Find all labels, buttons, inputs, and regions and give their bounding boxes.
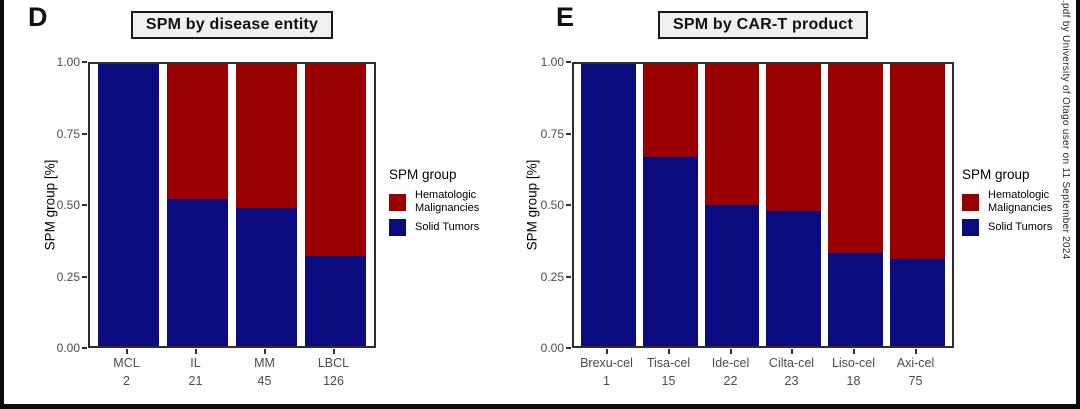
- bar-segment-hematologic-malignancies: [890, 64, 945, 259]
- x-category-label: Axi-cel 75: [896, 356, 935, 388]
- bar-lbcl: [305, 64, 366, 346]
- y-tick-mark: [566, 132, 571, 135]
- y-tick-label: 0.00: [540, 341, 564, 355]
- x-tick-mark: [667, 349, 670, 354]
- x-category-label: Liso-cel 18: [831, 356, 876, 388]
- y-tick-mark: [566, 61, 571, 63]
- bar-segment-solid-tumors: [581, 64, 636, 346]
- legend-label-hematologic-malignancies: Hematologic Malignancies: [988, 189, 1053, 215]
- x-tick-mark: [125, 349, 128, 354]
- legend: SPM group Hematologic Malignancies Solid …: [389, 167, 529, 237]
- panel-letter: E: [556, 2, 575, 32]
- bar-segment-hematologic-malignancies: [167, 64, 228, 200]
- bar-il: [167, 64, 228, 346]
- x-tick-mark: [729, 349, 732, 354]
- panel-title-row: SPM by CAR-T product: [572, 11, 954, 39]
- legend-swatch-hematologic-malignancies: [389, 193, 406, 211]
- panel-e: E SPM by CAR-T product SPM group [%] 0.0…: [4, 0, 1076, 404]
- x-category-label: Tisa-cel 15: [646, 356, 691, 388]
- legend-swatch-solid-tumors: [389, 219, 406, 237]
- bar-cilta-cel: [766, 64, 822, 346]
- x-tick-mark: [914, 349, 917, 354]
- x-category-label: Brexu-cel 1: [580, 356, 633, 388]
- bar-brexu-cel: [581, 64, 636, 346]
- legend-label-solid-tumors: Solid Tumors: [415, 221, 480, 234]
- x-category-label: LBCL 126: [317, 356, 350, 388]
- legend-swatch-solid-tumors: [962, 219, 979, 237]
- panel-title-row: SPM by disease entity: [88, 11, 376, 39]
- x-category-label: IL 21: [188, 356, 203, 388]
- y-tick-mark: [82, 61, 87, 63]
- x-category-label: Ide-cel 22: [711, 356, 750, 388]
- journal-watermark-text: 8.pdf by University of Otago user on 11 …: [1060, 0, 1071, 260]
- y-tick-label: 0.50: [540, 198, 564, 212]
- plot-area: [572, 62, 954, 348]
- bar-segment-solid-tumors: [704, 205, 760, 346]
- panel-title: SPM by disease entity: [130, 11, 334, 39]
- bar-mcl: [98, 64, 159, 346]
- y-tick-mark: [566, 347, 571, 349]
- legend: SPM group Hematologic Malignancies Solid …: [962, 167, 1076, 237]
- x-tick-mark: [605, 349, 608, 354]
- bar-segment-solid-tumors: [236, 207, 297, 346]
- x-tick-mark: [790, 349, 793, 354]
- y-tick-mark: [566, 204, 571, 206]
- x-category-label: MCL 2: [113, 356, 140, 388]
- bar-segment-solid-tumors: [766, 210, 822, 346]
- panel-title: SPM by CAR-T product: [658, 11, 868, 39]
- bar-segment-hematologic-malignancies: [828, 64, 884, 253]
- panel-letter: D: [28, 2, 48, 32]
- y-tick-mark: [566, 275, 571, 278]
- bar-segment-hematologic-malignancies: [305, 64, 366, 256]
- bar-segment-solid-tumors: [98, 64, 159, 346]
- legend-entry-solid-tumors: Solid Tumors: [389, 219, 529, 237]
- y-tick-label: 0.75: [56, 126, 80, 141]
- y-tick-mark: [82, 204, 87, 206]
- y-tick-label: 0.00: [56, 341, 80, 355]
- bar-liso-cel: [828, 64, 884, 346]
- legend-title: SPM group: [389, 167, 457, 182]
- legend-entries: Hematologic Malignancies Solid Tumors: [962, 189, 1076, 237]
- y-tick-label: 0.25: [56, 269, 80, 284]
- y-tick-mark: [82, 275, 87, 278]
- legend-label-hematologic-malignancies: Hematologic Malignancies: [415, 189, 480, 215]
- y-tick-label: 1.00: [540, 55, 564, 69]
- legend-entry-hematologic-malignancies: Hematologic Malignancies: [389, 189, 529, 215]
- bar-tisa-cel: [642, 64, 698, 346]
- x-category-label: MM 45: [254, 356, 275, 388]
- legend-entry-solid-tumors: Solid Tumors: [962, 219, 1076, 237]
- bar-segment-hematologic-malignancies: [704, 64, 760, 205]
- bar-segment-solid-tumors: [828, 252, 884, 346]
- y-tick-mark: [82, 132, 87, 135]
- x-category-label: Cilta-cel 23: [768, 356, 815, 388]
- bar-segment-solid-tumors: [305, 255, 366, 346]
- legend-entry-hematologic-malignancies: Hematologic Malignancies: [962, 189, 1076, 215]
- x-tick-mark: [263, 349, 266, 354]
- legend-swatch-hematologic-malignancies: [962, 193, 979, 211]
- y-tick-label: 0.50: [56, 198, 80, 212]
- x-tick-mark: [332, 349, 335, 354]
- legend-entries: Hematologic Malignancies Solid Tumors: [389, 189, 529, 237]
- plot-area: [88, 62, 376, 348]
- y-tick-mark: [82, 347, 87, 349]
- legend-label-solid-tumors: Solid Tumors: [988, 221, 1053, 234]
- legend-title: SPM group: [962, 167, 1030, 182]
- bar-segment-hematologic-malignancies: [766, 64, 822, 211]
- bar-axi-cel: [890, 64, 945, 346]
- bar-ide-cel: [704, 64, 760, 346]
- x-tick-mark: [852, 349, 855, 354]
- panel-d: D SPM by disease entity SPM group [%] 0.…: [4, 0, 1076, 404]
- bar-segment-solid-tumors: [890, 258, 945, 346]
- bar-segment-hematologic-malignancies: [642, 64, 698, 158]
- bar-segment-solid-tumors: [642, 157, 698, 346]
- y-tick-label: 0.75: [540, 126, 564, 141]
- y-tick-label: 1.00: [56, 55, 80, 69]
- y-tick-label: 0.25: [540, 269, 564, 284]
- bar-mm: [236, 64, 297, 346]
- x-tick-mark: [194, 349, 197, 354]
- bar-segment-hematologic-malignancies: [236, 64, 297, 208]
- bar-segment-solid-tumors: [167, 199, 228, 346]
